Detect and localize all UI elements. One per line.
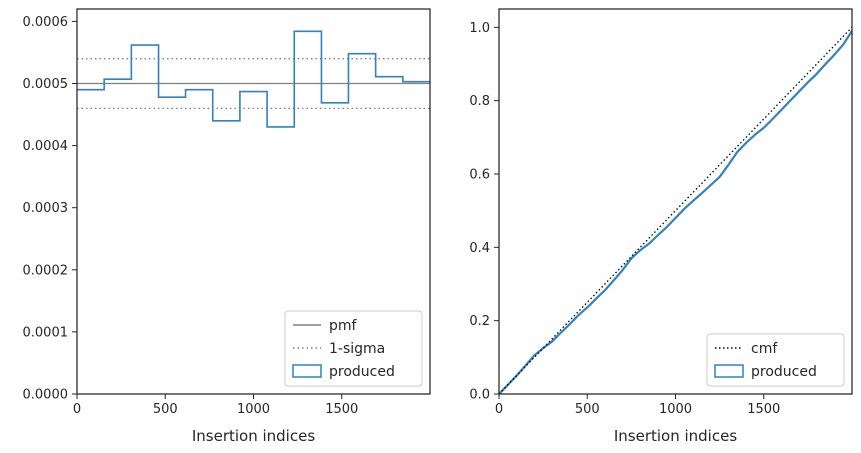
legend-label-pmf: pmf bbox=[329, 318, 358, 334]
legend-swatch-produced bbox=[292, 364, 322, 378]
y-tick-label: 0.0001 bbox=[23, 325, 69, 340]
x-tick-label: 500 bbox=[153, 402, 178, 417]
y-tick-label: 1.0 bbox=[469, 21, 490, 36]
legend-label-cmf: cmf bbox=[751, 341, 778, 357]
x-tick-label: 1000 bbox=[659, 402, 692, 417]
legend-box bbox=[706, 333, 845, 387]
y-tick-label: 0.0006 bbox=[23, 15, 69, 30]
cmf-line bbox=[498, 26, 853, 395]
y-tick-label: 0.6 bbox=[469, 168, 490, 183]
y-tick-label: 0.4 bbox=[469, 241, 490, 256]
x-axis-label: Insertion indices bbox=[192, 427, 315, 445]
x-tick-label: 500 bbox=[575, 402, 600, 417]
y-tick-label: 0.0005 bbox=[23, 77, 69, 92]
y-tick-label: 0.8 bbox=[469, 94, 490, 109]
x-tick-label: 1500 bbox=[747, 402, 780, 417]
legend-label-produced: produced bbox=[751, 364, 817, 380]
legend-label-produced: produced bbox=[329, 364, 395, 380]
legend: pmf 1-sigma produced bbox=[284, 310, 423, 387]
produced-step-line bbox=[77, 30, 430, 128]
pmf-panel: 0 500 1000 1500 0.0000 0.0001 0.0002 0.0003 0.00… bbox=[23, 8, 431, 445]
x-tick-label: 1500 bbox=[325, 402, 358, 417]
axes-frame bbox=[76, 8, 431, 395]
x-tick-label: 1000 bbox=[237, 402, 270, 417]
legend: cmf produced bbox=[706, 333, 845, 387]
y-tick-label: 0.0 bbox=[469, 388, 490, 403]
axes-frame bbox=[498, 8, 853, 395]
produced-cumulative-line bbox=[498, 30, 853, 395]
x-tick-label: 0 bbox=[495, 402, 503, 417]
legend-label-sigma: 1-sigma bbox=[329, 341, 385, 357]
y-tick-label: 0.0000 bbox=[23, 388, 69, 403]
legend-swatch-produced bbox=[714, 364, 744, 378]
y-tick-label: 0.0002 bbox=[23, 263, 69, 278]
legend-box bbox=[284, 310, 423, 387]
y-tick-label: 0.0003 bbox=[23, 201, 69, 216]
y-tick-label: 0.2 bbox=[469, 314, 490, 329]
y-tick-label: 0.0004 bbox=[23, 139, 69, 154]
x-axis-label: Insertion indices bbox=[614, 427, 737, 445]
x-tick-label: 0 bbox=[73, 402, 81, 417]
cmf-panel: 0 500 1000 1500 0.0 0.2 0.4 0.6 0.8 1.0 Insertion … bbox=[469, 8, 853, 445]
